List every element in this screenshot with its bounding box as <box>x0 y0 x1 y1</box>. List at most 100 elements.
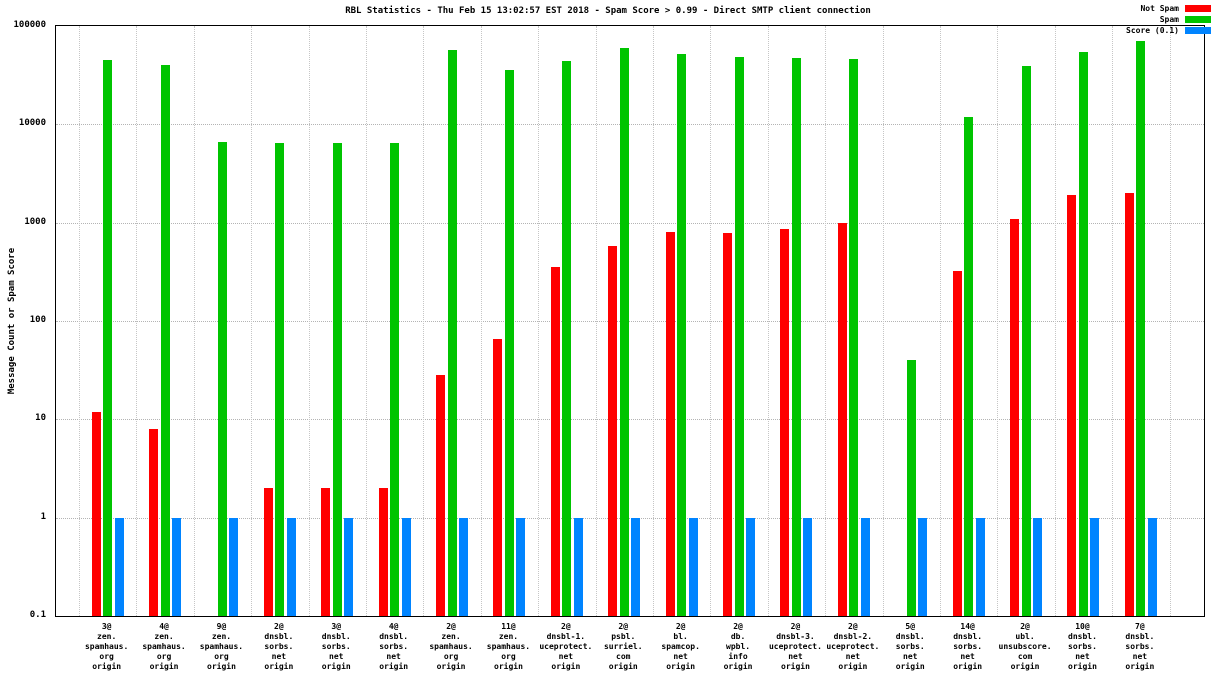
x-tick-label: 9@ zen. spamhaus. org origin <box>199 622 244 671</box>
v-gridline <box>652 26 654 616</box>
v-gridline <box>193 26 195 616</box>
bar-score-0-1- <box>1033 517 1043 616</box>
h-gridline <box>56 321 1204 322</box>
bar-score-0-1- <box>573 517 583 616</box>
x-tick-label: 2@ dnsbl-1. uceprotect. net origin <box>539 622 593 671</box>
y-tick-label: 10000 <box>18 118 46 129</box>
x-tick-label: 3@ dnsbl. sorbs. net origin <box>321 622 351 671</box>
bar-spam <box>217 142 227 616</box>
legend-row-not-spam: Not Spam <box>1126 3 1211 13</box>
x-tick-label: 2@ db. wpbl. info origin <box>723 622 753 671</box>
bar-spam <box>849 59 859 616</box>
bar-spam <box>1021 66 1031 616</box>
legend-swatch-spam <box>1185 15 1211 23</box>
bar-spam <box>619 47 629 616</box>
h-gridline <box>56 419 1204 421</box>
v-gridline <box>767 26 769 616</box>
bar-not-spam <box>378 488 388 616</box>
v-gridline <box>480 26 482 616</box>
plot-area <box>55 25 1205 617</box>
v-gridline <box>1112 26 1114 616</box>
x-tick-label: 4@ dnsbl. sorbs. net origin <box>379 622 409 671</box>
bar-not-spam <box>91 411 101 616</box>
h-gridline <box>56 124 1204 126</box>
v-gridline <box>423 26 425 616</box>
x-axis-labels: 3@ zen. spamhaus. org origin 4@ zen. spamhaus. o… <box>55 622 1205 682</box>
x-tick-label: 4@ zen. spamhaus. org origin <box>142 622 186 671</box>
legend-label-score: Score (0.1) <box>1126 25 1179 35</box>
bar-score-0-1- <box>918 517 928 616</box>
bar-not-spam <box>263 488 273 616</box>
legend: Not Spam Spam Score (0.1) <box>1126 3 1211 36</box>
v-gridline <box>595 26 597 616</box>
x-tick-label: 14@ dnsbl. sorbs. net origin <box>953 622 983 671</box>
h-gridline <box>56 517 1204 519</box>
legend-row-spam: Spam <box>1126 14 1211 24</box>
x-tick-label: 2@ dnsbl-2. uceprotect. net origin <box>826 622 880 671</box>
x-tick-label: 7@ dnsbl. sorbs. net origin <box>1125 622 1155 671</box>
legend-row-score: Score (0.1) <box>1126 25 1211 35</box>
bar-score-0-1- <box>344 517 354 616</box>
x-tick-label: 2@ ubl. unsubscore. com origin <box>998 622 1052 671</box>
bar-score-0-1- <box>229 517 239 616</box>
bar-score-0-1- <box>114 517 124 616</box>
bar-spam <box>734 57 744 616</box>
bar-score-0-1- <box>860 517 870 616</box>
y-tick-label: 10 <box>35 413 46 424</box>
bar-not-spam <box>665 232 675 616</box>
bar-score-0-1- <box>1090 517 1100 616</box>
v-gridline <box>78 26 80 616</box>
v-gridline <box>308 26 310 616</box>
bar-score-0-1- <box>746 517 756 616</box>
v-gridline <box>136 26 138 616</box>
v-gridline <box>882 26 884 616</box>
y-tick-label: 1000 <box>24 216 46 227</box>
bar-spam <box>332 142 342 616</box>
legend-label-spam: Spam <box>1159 14 1179 24</box>
bar-score-0-1- <box>975 517 985 616</box>
x-tick-label: 5@ dnsbl. sorbs. net origin <box>895 622 925 671</box>
bar-not-spam <box>723 233 733 616</box>
chart-title: RBL Statistics - Thu Feb 15 13:02:57 EST… <box>345 6 871 16</box>
bar-not-spam <box>436 375 446 616</box>
bar-score-0-1- <box>459 517 469 616</box>
v-gridline <box>997 26 999 616</box>
bar-spam <box>677 53 687 616</box>
bar-spam <box>964 116 974 616</box>
bar-spam <box>447 50 457 616</box>
x-tick-label: 11@ zen. spamhaus. org origin <box>486 622 531 671</box>
legend-label-not-spam: Not Spam <box>1140 3 1179 13</box>
bar-not-spam <box>1010 218 1020 616</box>
bar-not-spam <box>1124 193 1134 616</box>
y-tick-label: 100 <box>29 315 46 325</box>
bar-not-spam <box>1067 195 1077 616</box>
bar-spam <box>1136 41 1146 616</box>
bar-spam <box>504 69 514 616</box>
v-gridline <box>1169 26 1171 616</box>
bar-spam <box>791 58 801 616</box>
bar-not-spam <box>550 267 560 616</box>
bar-spam <box>562 61 572 616</box>
bar-spam <box>1078 51 1088 616</box>
bar-score-0-1- <box>401 517 411 616</box>
v-gridline <box>251 26 253 616</box>
bar-score-0-1- <box>688 517 698 616</box>
bar-score-0-1- <box>172 517 182 616</box>
y-axis-ticks: 0.1 1 10 100 1000 10000 100000 <box>0 20 50 620</box>
v-gridline <box>710 26 712 616</box>
bar-spam <box>906 360 916 616</box>
bar-spam <box>390 142 400 616</box>
legend-swatch-score <box>1185 26 1211 34</box>
x-tick-label: 2@ dnsbl-3. uceprotect. net origin <box>768 622 822 671</box>
bar-spam <box>160 65 170 616</box>
h-gridline <box>56 222 1204 224</box>
bar-score-0-1- <box>803 517 813 616</box>
bar-not-spam <box>780 229 790 616</box>
v-gridline <box>365 26 367 616</box>
v-gridline <box>825 26 827 616</box>
bar-score-0-1- <box>631 517 641 616</box>
bar-score-0-1- <box>286 517 296 616</box>
bar-spam <box>275 142 285 616</box>
bar-spam <box>103 60 113 616</box>
